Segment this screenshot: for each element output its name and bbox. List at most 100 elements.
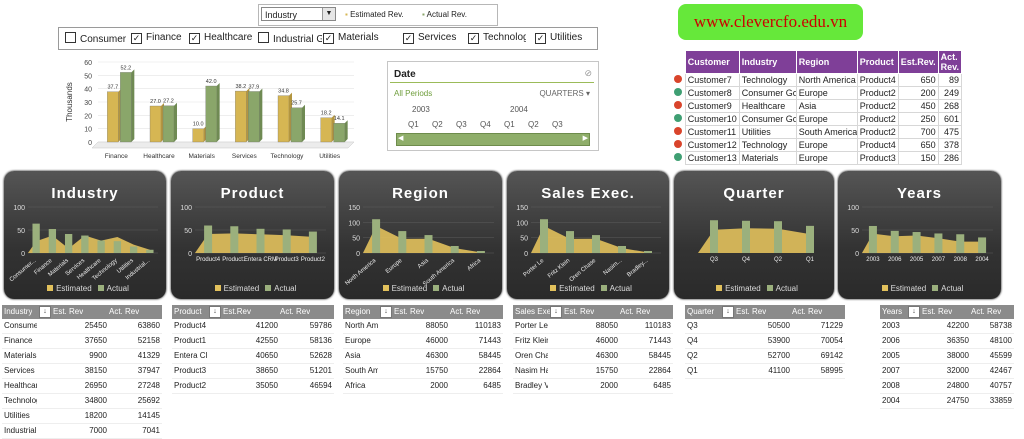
quarter-label[interactable]: Q1 [504, 120, 515, 129]
quarter-label[interactable]: Q1 [408, 120, 419, 129]
checkbox-services[interactable]: ✓ Services [403, 32, 457, 44]
actual-bar [256, 228, 265, 253]
pivot-row[interactable]: Q2 52700 69142 [685, 349, 845, 364]
pivot-row[interactable]: Product1 42550 58136 [172, 334, 334, 349]
pivot-row[interactable]: Asia 46300 58445 [343, 349, 503, 364]
pivot-row[interactable]: Entera CRM 40650 52628 [172, 349, 334, 364]
pivot-row[interactable]: 2005 38000 45599 [880, 349, 1014, 364]
pivot-row[interactable]: 2008 24800 40757 [880, 379, 1014, 394]
quarter-label[interactable]: Q3 [456, 120, 467, 129]
pivot-row[interactable]: 2003 42200 58738 [880, 319, 1014, 334]
pivot-row[interactable]: Consumer Goo 25450 63860 [2, 319, 162, 334]
pivot-row[interactable]: North America 88050 110183 [343, 319, 503, 334]
filter-dropdown-icon[interactable]: ↓ [908, 306, 920, 318]
checkmark-icon[interactable]: ✓ [131, 33, 142, 44]
x-tick-label: Oren Chase [569, 258, 598, 284]
checkbox-technology[interactable]: ✓Technology [468, 32, 526, 44]
checkmark-icon[interactable]: ✓ [323, 33, 334, 44]
pivot-row[interactable]: 2004 24750 33859 [880, 394, 1014, 409]
website-banner[interactable]: www.clevercfo.edu.vn [678, 4, 863, 40]
pivot-header: Quarter ↓ Est. Rev Act. Rev [685, 305, 845, 319]
pivot-row[interactable]: Q1 41100 58995 [685, 364, 845, 379]
panel-legend: Estimated Actual [838, 284, 1001, 293]
pivot-row[interactable]: Africa 2000 6485 [343, 379, 503, 394]
panel-title: Region [392, 185, 449, 202]
pivot-row[interactable]: Nasim Hanson 15750 22864 [513, 364, 673, 379]
column-header[interactable]: Est.Rev. [897, 50, 939, 74]
pivot-act-value: 51201 [309, 366, 332, 375]
column-header[interactable]: Customer [684, 50, 740, 74]
actual-bar [290, 107, 303, 143]
bar-side [174, 102, 177, 142]
pivot-header: Industry ↓ Est. Rev Act. Rev [2, 305, 162, 319]
quarter-label[interactable]: Q4 [480, 120, 491, 129]
pivot-row[interactable]: Utilities 18200 14145 [2, 409, 162, 424]
table-row[interactable]: Customer9 Healthcare Asia Product2 450 268 [672, 99, 963, 113]
checkbox-utilities[interactable]: ✓ Utilities [535, 32, 583, 44]
pivot-row[interactable]: Healthcare 26950 27248 [2, 379, 162, 394]
pivot-row[interactable]: Materials 9900 41329 [2, 349, 162, 364]
chevron-down-icon[interactable]: ▼ [322, 8, 335, 20]
filter-dropdown-icon[interactable]: ↓ [209, 306, 221, 318]
checkbox-healthcare[interactable]: ✓ Healthcare [189, 32, 253, 44]
scroll-left-icon[interactable]: ◀ [398, 135, 404, 142]
quarter-label[interactable]: Q2 [528, 120, 539, 129]
quarter-label[interactable]: Q2 [432, 120, 443, 129]
x-tick-label: 2005 [910, 257, 924, 263]
pivot-row[interactable]: Product4 41200 59786 [172, 319, 334, 334]
pivot-row[interactable]: South America 15750 22864 [343, 364, 503, 379]
filter-dropdown-icon[interactable]: ↓ [39, 306, 51, 318]
time-level-dropdown[interactable]: QUARTERS ▾ [539, 89, 590, 98]
checkbox-box[interactable] [258, 32, 269, 43]
filter-dropdown-icon[interactable]: ↓ [380, 306, 392, 318]
pivot-row[interactable]: 2007 32000 42467 [880, 364, 1014, 379]
checkmark-icon[interactable]: ✓ [403, 33, 414, 44]
data-label: 27.2 [163, 99, 174, 105]
table-row[interactable]: Customer13 Materials Europe Product3 150 286 [672, 151, 963, 165]
table-row[interactable]: Customer12 Technology Europe Product4 650 378 [672, 138, 963, 152]
checkbox-box[interactable] [65, 32, 76, 43]
quarter-label[interactable]: Q3 [552, 120, 563, 129]
pivot-row[interactable]: Q3 50500 71229 [685, 319, 845, 334]
clear-filter-icon[interactable]: ⊘ [584, 68, 592, 78]
table-cell: 89 [937, 73, 963, 87]
filter-dropdown-icon[interactable]: ↓ [722, 306, 734, 318]
field-dropdown[interactable]: Industry ▼ [261, 7, 336, 21]
pivot-est-value: 41100 [768, 366, 790, 375]
checkmark-icon[interactable]: ✓ [189, 33, 200, 44]
timeline-bar[interactable]: ◀ ▶ [396, 133, 590, 146]
pivot-row[interactable]: 2006 36350 48100 [880, 334, 1014, 349]
column-header[interactable]: Region [795, 50, 858, 74]
pivot-row[interactable]: Product2 35050 46594 [172, 379, 334, 394]
pivot-row[interactable]: Technology 34800 25692 [2, 394, 162, 409]
bar-side [302, 104, 305, 142]
scroll-right-icon[interactable]: ▶ [582, 135, 588, 142]
pivot-row[interactable]: Fritz Klein 46000 71443 [513, 334, 673, 349]
checkmark-icon[interactable]: ✓ [468, 33, 479, 44]
x-tick-label: 2007 [932, 257, 946, 263]
chevron-down-icon[interactable]: ▾ [585, 89, 590, 98]
column-header[interactable]: Industry [738, 50, 797, 74]
table-cell: Technology [738, 73, 797, 87]
checkmark-icon[interactable]: ✓ [535, 33, 546, 44]
filter-dropdown-icon[interactable]: ↓ [550, 306, 562, 318]
pivot-row[interactable]: Product3 38650 51201 [172, 364, 334, 379]
pivot-est-value: 35050 [255, 381, 278, 390]
pivot-row[interactable]: Finance 37650 52158 [2, 334, 162, 349]
pivot-row[interactable]: Oren Chase 46300 58445 [513, 349, 673, 364]
checkbox-consumer-goods[interactable]: Consumer Goods [65, 32, 127, 46]
checkbox-materials[interactable]: ✓ Materials [323, 32, 379, 44]
pivot-row[interactable]: Europe 46000 71443 [343, 334, 503, 349]
pivot-row[interactable]: Porter Le 88050 110183 [513, 319, 673, 334]
pivot-row[interactable]: Services 38150 37947 [2, 364, 162, 379]
pivot-row[interactable]: Bradley Valenzue 2000 6485 [513, 379, 673, 394]
table-row[interactable]: Customer7 Technology North America Product4… [672, 73, 963, 87]
column-header[interactable]: Act. Rev. [937, 50, 963, 74]
checkbox-industrial-goods[interactable]: Industrial Goods [258, 32, 322, 46]
checkbox-finance[interactable]: ✓ Finance [131, 32, 182, 44]
table-row[interactable]: Customer11 Utilities South America Product2… [672, 125, 963, 139]
column-header[interactable]: Product [856, 50, 899, 74]
pivot-row[interactable]: Q4 53900 70054 [685, 334, 845, 349]
